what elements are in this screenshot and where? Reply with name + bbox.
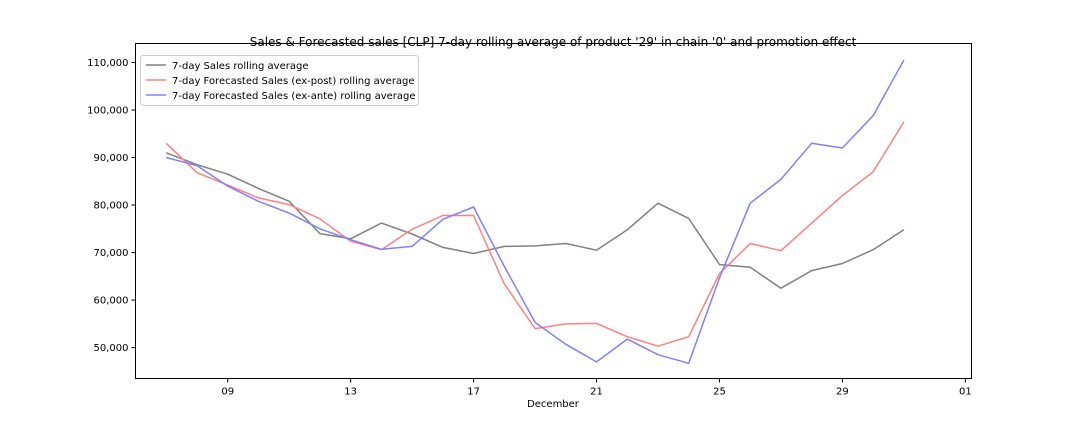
y-tick-label: 80,000 bbox=[94, 201, 129, 212]
legend-label-1: 7-day Forecasted Sales (ex-post) rolling… bbox=[172, 76, 415, 87]
y-tick-label: 110,000 bbox=[87, 58, 128, 69]
y-tick-label: 70,000 bbox=[94, 248, 129, 259]
y-tick-label: 90,000 bbox=[94, 153, 129, 164]
x-tick-label: 01 bbox=[959, 387, 972, 398]
legend-box bbox=[140, 55, 419, 106]
x-tick-label: 09 bbox=[221, 387, 234, 398]
x-tick-label: 21 bbox=[590, 387, 603, 398]
series-line-1 bbox=[165, 121, 905, 347]
legend-label-2: 7-day Forecasted Sales (ex-ante) rolling… bbox=[172, 91, 416, 102]
series-line-0 bbox=[165, 152, 905, 289]
legend: 7-day Sales rolling average 7-day Foreca… bbox=[140, 55, 419, 106]
legend-label-0: 7-day Sales rolling average bbox=[172, 61, 308, 72]
y-tick-label: 100,000 bbox=[87, 106, 128, 117]
x-axis: 09 13 17 21 25 29 01 bbox=[221, 378, 972, 398]
series-line-2 bbox=[166, 59, 905, 365]
x-tick-label: 13 bbox=[344, 387, 357, 398]
x-tick-label: 25 bbox=[713, 387, 726, 398]
x-tick-label: 29 bbox=[836, 387, 849, 398]
plot-frame bbox=[135, 43, 972, 379]
y-tick-label: 60,000 bbox=[94, 296, 129, 307]
x-tick-label: 17 bbox=[467, 387, 480, 398]
y-axis: 50,000 60,000 70,000 80,000 90,000 100,000 110… bbox=[87, 58, 136, 354]
series-lines bbox=[165, 59, 905, 365]
x-axis-label: December bbox=[527, 399, 580, 410]
chart-title: Sales & Forecasted sales [CLP] 7-day rol… bbox=[250, 35, 857, 49]
y-tick-label: 50,000 bbox=[94, 343, 129, 354]
